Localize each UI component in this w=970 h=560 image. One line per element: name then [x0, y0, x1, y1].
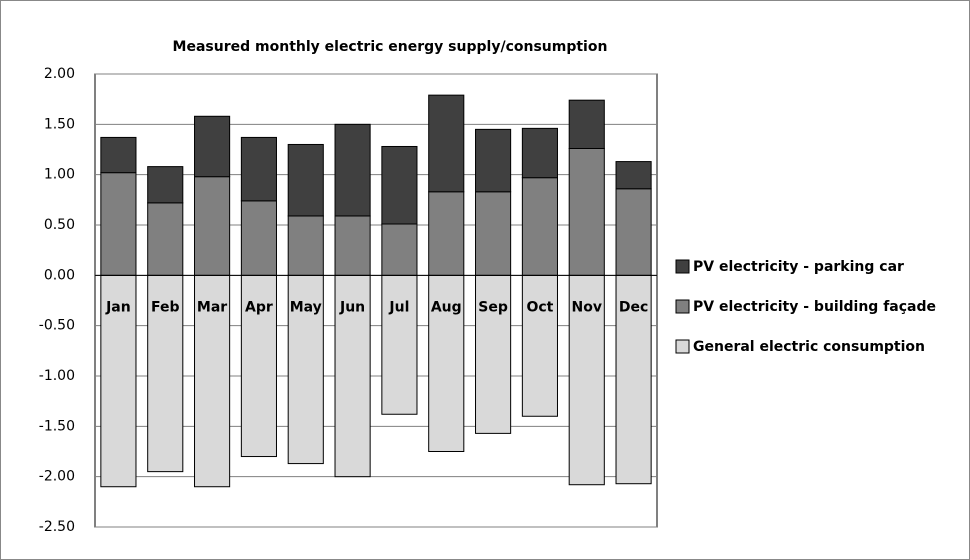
bar-segment: [568, 99, 605, 149]
legend-label: PV electricity - building façade: [693, 299, 936, 315]
bar-segment: [100, 136, 137, 174]
bar-segment: [147, 202, 184, 276]
legend-label: PV electricity - parking car: [693, 259, 904, 275]
y-tick-label: 0.00: [44, 267, 75, 283]
bar-segment: [334, 123, 371, 217]
y-tick-label: 0.50: [44, 217, 75, 233]
x-tick-label: May: [290, 299, 322, 315]
bar-segment: [475, 191, 512, 276]
x-tick-label: Jun: [339, 299, 365, 315]
bar-segment: [147, 274, 184, 473]
bar-segment: [194, 176, 231, 276]
x-tick-label: Sep: [478, 299, 508, 315]
legend-swatch: [675, 339, 690, 354]
bar-segment: [194, 115, 231, 178]
bar-segment: [240, 136, 277, 202]
legend-swatch: [675, 299, 690, 314]
x-tick-label: Jul: [388, 299, 409, 315]
bar-segment: [381, 223, 418, 276]
bar-segment: [100, 274, 137, 488]
bar-segment: [568, 274, 605, 486]
bar-segment: [334, 215, 371, 276]
y-tick-label: -1.50: [39, 418, 75, 434]
bar-segment: [100, 172, 137, 276]
bar-segment: [615, 161, 652, 190]
bar-segment: [521, 127, 558, 179]
y-tick-label: 2.00: [44, 66, 75, 82]
chart-title: Measured monthly electric energy supply/…: [173, 39, 608, 55]
bar-segment: [381, 145, 418, 225]
bar-segment: [240, 200, 277, 276]
plot-area: [94, 73, 658, 528]
bar-segment: [287, 274, 324, 465]
bar-segment: [615, 274, 652, 485]
bar-segment: [521, 177, 558, 276]
bar-segment: [428, 191, 465, 276]
bar-segment: [334, 274, 371, 478]
x-tick-label: Dec: [619, 299, 648, 315]
x-tick-label: Jan: [105, 299, 131, 315]
x-tick-label: Aug: [431, 299, 462, 315]
y-tick-label: -2.50: [39, 519, 75, 535]
bar-segment: [428, 274, 465, 453]
y-tick-label: -0.50: [39, 318, 75, 334]
bar-segment: [568, 147, 605, 276]
bar-segment: [381, 274, 418, 415]
x-tick-label: Feb: [151, 299, 180, 315]
x-tick-label: Apr: [245, 299, 273, 315]
bar-segment: [428, 94, 465, 193]
x-tick-label: Nov: [572, 299, 602, 315]
bar-segment: [287, 143, 324, 217]
y-tick-label: 1.50: [44, 116, 75, 132]
y-tick-label: -2.00: [39, 469, 75, 485]
x-tick-label: Oct: [526, 299, 553, 315]
bar-segment: [240, 274, 277, 458]
bar-segment: [287, 215, 324, 276]
bar-segment: [194, 274, 231, 488]
x-tick-label: Mar: [197, 299, 227, 315]
y-tick-label: -1.00: [39, 368, 75, 384]
legend-swatch: [675, 259, 690, 274]
y-tick-label: 1.00: [44, 167, 75, 183]
legend-label: General electric consumption: [693, 339, 925, 355]
bar-segment: [147, 166, 184, 204]
bar-segment: [475, 274, 512, 434]
bar-segment: [615, 188, 652, 276]
bar-segment: [475, 128, 512, 193]
bar-segment: [521, 274, 558, 417]
